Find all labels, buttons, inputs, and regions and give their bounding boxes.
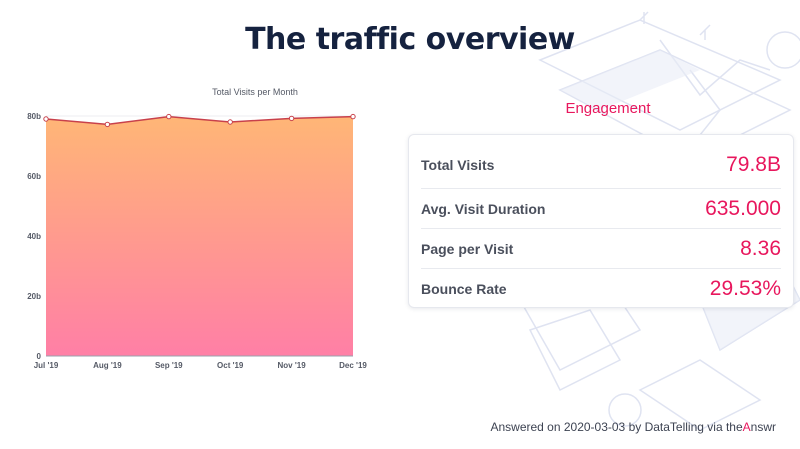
metric-label: Bounce Rate — [421, 281, 507, 297]
metric-label: Avg. Visit Duration — [421, 200, 546, 217]
data-point[interactable] — [227, 119, 233, 125]
engagement-title: Engagement — [565, 100, 651, 117]
data-point[interactable] — [350, 113, 356, 120]
page-title: The traffic overview — [245, 22, 575, 57]
metric-value: 8.36 — [740, 236, 781, 260]
x-tick-label: Sep '19 — [155, 361, 183, 370]
y-tick-label: 80b — [27, 112, 41, 121]
data-point[interactable] — [43, 116, 49, 122]
y-tick-label: 40b — [27, 232, 41, 241]
y-tick-label: 0 — [37, 352, 42, 361]
visits-area-chart: Total Visits per Month 0 20b 40b 60b 80b Jul … — [27, 87, 367, 370]
chart-title: Total Visits per Month — [212, 87, 298, 97]
x-tick-label: Jul '19 — [34, 361, 59, 370]
metric-value: 29.53% — [709, 277, 781, 300]
brand-link[interactable]: theAnswr — [726, 420, 776, 434]
metric-row-bounce-rate: Bounce Rate 29.53% — [421, 269, 781, 309]
metric-label: Page per Visit — [421, 240, 514, 257]
x-tick-label: Nov '19 — [278, 361, 307, 370]
metric-value: 79.8B — [726, 152, 781, 176]
attribution-footer: Answered on 2020-03-03 by DataTelling vi… — [490, 420, 776, 434]
metric-label: Total Visits — [421, 156, 495, 173]
data-point[interactable] — [288, 115, 295, 122]
metric-row-total-visits: Total Visits 79.8B — [421, 135, 781, 189]
x-tick-label: Oct '19 — [217, 361, 244, 370]
series-line — [45, 115, 354, 126]
area-fill — [46, 116, 353, 356]
brand-part: nswr — [750, 420, 776, 434]
brand-accent-letter: A — [742, 420, 751, 434]
data-point[interactable] — [104, 121, 111, 128]
metric-row-avg-visit-duration: Avg. Visit Duration 635.000 — [421, 189, 781, 229]
y-tick-label: 60b — [27, 172, 41, 181]
footer-text: Answered on 2020-03-03 by DataTelling vi… — [490, 420, 726, 434]
x-tick-label: Aug '19 — [93, 361, 122, 370]
x-tick-label: Dec '19 — [339, 361, 367, 370]
metric-row-page-per-visit: Page per Visit 8.36 — [421, 229, 781, 269]
metric-value: 635.000 — [705, 196, 781, 220]
brand-part: the — [725, 420, 743, 434]
engagement-card: Total Visits 79.8B Avg. Visit Duration 6… — [408, 134, 794, 308]
y-tick-label: 20b — [27, 292, 41, 301]
data-point[interactable] — [166, 113, 172, 120]
